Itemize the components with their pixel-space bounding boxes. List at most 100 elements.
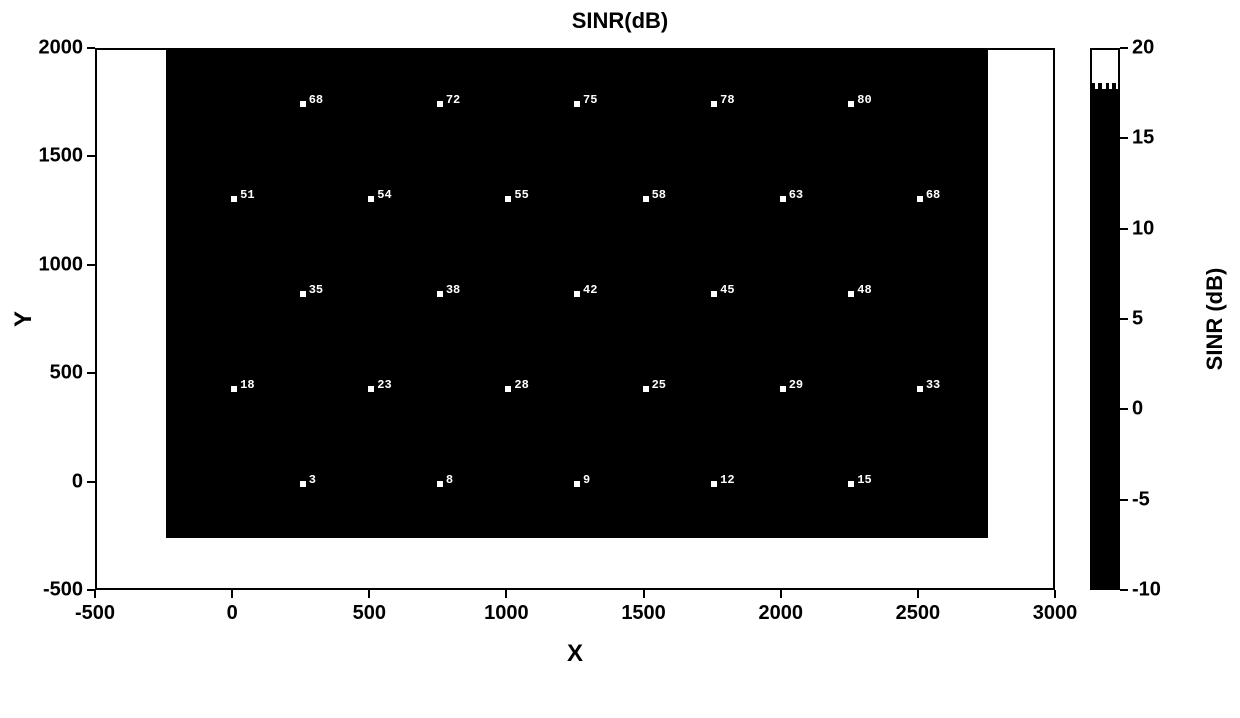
y-tick xyxy=(87,155,95,157)
colorbar-tick-label: 10 xyxy=(1132,217,1154,240)
colorbar-tick-label: 0 xyxy=(1132,398,1143,421)
data-point-label: 55 xyxy=(514,188,528,202)
colorbar-segment-dark xyxy=(1092,89,1118,588)
y-tick xyxy=(87,589,95,591)
data-point xyxy=(711,481,717,487)
x-tick-label: 1500 xyxy=(621,602,666,625)
x-tick-label: 2500 xyxy=(896,602,941,625)
data-point-label: 68 xyxy=(926,188,940,202)
colorbar-tick-label: -10 xyxy=(1132,579,1161,602)
data-point-label: 23 xyxy=(377,378,391,392)
x-tick-label: 1000 xyxy=(484,602,529,625)
y-tick-label: 1000 xyxy=(39,253,84,276)
data-point xyxy=(574,101,580,107)
colorbar-tick xyxy=(1120,318,1128,320)
data-point-label: 63 xyxy=(789,188,803,202)
y-tick-label: 500 xyxy=(50,362,83,385)
x-tick xyxy=(231,590,233,598)
y-axis-label: Y xyxy=(10,311,38,327)
y-tick-label: 1500 xyxy=(39,145,84,168)
data-point xyxy=(848,101,854,107)
data-point-label: 80 xyxy=(857,93,871,107)
data-point-label: 28 xyxy=(514,378,528,392)
colorbar-tick xyxy=(1120,228,1128,230)
y-tick-label: 0 xyxy=(72,470,83,493)
x-tick xyxy=(917,590,919,598)
colorbar-tick xyxy=(1120,408,1128,410)
data-point xyxy=(917,386,923,392)
data-point-label: 54 xyxy=(377,188,391,202)
data-point-label: 58 xyxy=(652,188,666,202)
colorbar-tick xyxy=(1120,137,1128,139)
data-point-label: 9 xyxy=(583,473,590,487)
data-point xyxy=(437,291,443,297)
colorbar-tick-label: 5 xyxy=(1132,308,1143,331)
x-axis-label: X xyxy=(567,640,583,668)
data-point xyxy=(780,386,786,392)
chart-title: SINR(dB) xyxy=(0,8,1240,34)
y-tick-label: -500 xyxy=(43,579,83,602)
data-point-label: 15 xyxy=(857,473,871,487)
data-point-label: 18 xyxy=(240,378,254,392)
x-tick-label: 500 xyxy=(353,602,386,625)
data-point xyxy=(711,101,717,107)
x-tick-label: 3000 xyxy=(1033,602,1078,625)
y-tick xyxy=(87,47,95,49)
data-point xyxy=(643,386,649,392)
data-point-label: 51 xyxy=(240,188,254,202)
data-point xyxy=(300,481,306,487)
data-point-label: 33 xyxy=(926,378,940,392)
data-point-label: 68 xyxy=(309,93,323,107)
colorbar-tick xyxy=(1120,47,1128,49)
colorbar-tick xyxy=(1120,499,1128,501)
data-point xyxy=(300,101,306,107)
data-point xyxy=(231,196,237,202)
data-point xyxy=(300,291,306,297)
data-point-label: 42 xyxy=(583,283,597,297)
data-point-label: 25 xyxy=(652,378,666,392)
data-point-label: 8 xyxy=(446,473,453,487)
x-tick xyxy=(505,590,507,598)
colorbar-tick-label: -5 xyxy=(1132,488,1150,511)
data-point-label: 38 xyxy=(446,283,460,297)
data-point xyxy=(505,386,511,392)
data-point xyxy=(643,196,649,202)
x-tick-label: 0 xyxy=(227,602,238,625)
y-tick-label: 2000 xyxy=(39,37,84,60)
data-point xyxy=(368,196,374,202)
data-point xyxy=(368,386,374,392)
data-point-label: 12 xyxy=(720,473,734,487)
colorbar-tick-label: 20 xyxy=(1132,37,1154,60)
x-tick xyxy=(780,590,782,598)
data-point xyxy=(848,481,854,487)
data-point xyxy=(437,101,443,107)
colorbar-tick-label: 15 xyxy=(1132,127,1154,150)
data-point xyxy=(437,481,443,487)
x-tick xyxy=(1054,590,1056,598)
x-tick-label: -500 xyxy=(75,602,115,625)
data-point-label: 45 xyxy=(720,283,734,297)
colorbar-tick xyxy=(1120,589,1128,591)
data-point-label: 48 xyxy=(857,283,871,297)
data-point xyxy=(848,291,854,297)
plot-area: 6872757880515455586368353842454818232825… xyxy=(95,48,1055,590)
data-point-label: 35 xyxy=(309,283,323,297)
colorbar xyxy=(1090,48,1120,590)
data-point xyxy=(505,196,511,202)
data-point xyxy=(917,196,923,202)
data-point-label: 3 xyxy=(309,473,316,487)
data-point xyxy=(574,291,580,297)
y-tick xyxy=(87,481,95,483)
x-tick xyxy=(643,590,645,598)
data-point xyxy=(711,291,717,297)
data-point-label: 75 xyxy=(583,93,597,107)
data-point xyxy=(780,196,786,202)
y-tick xyxy=(87,264,95,266)
y-tick xyxy=(87,372,95,374)
data-point-label: 78 xyxy=(720,93,734,107)
x-tick xyxy=(368,590,370,598)
data-point xyxy=(574,481,580,487)
x-tick xyxy=(94,590,96,598)
data-point xyxy=(231,386,237,392)
x-tick-label: 2000 xyxy=(758,602,803,625)
